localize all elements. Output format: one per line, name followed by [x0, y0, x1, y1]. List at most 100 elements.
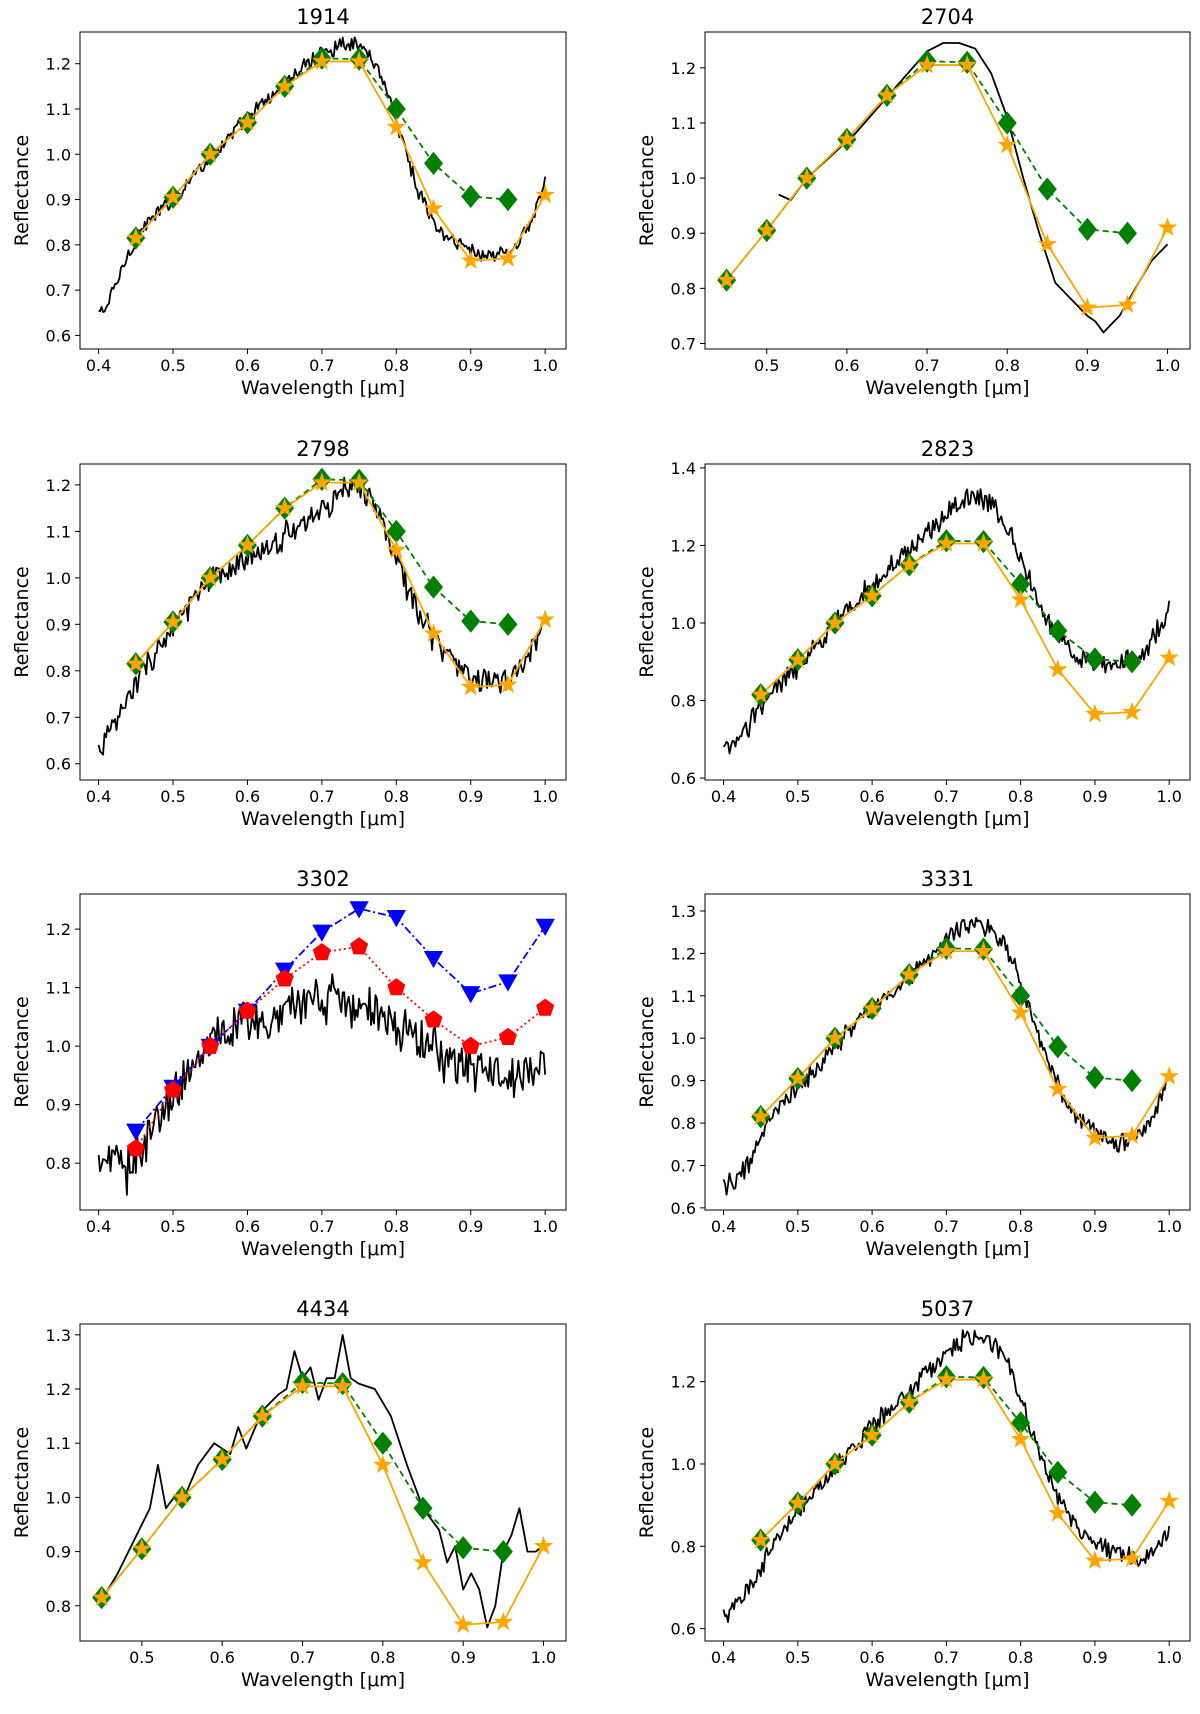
- model-orange-marker: [997, 134, 1017, 154]
- y-tick-label: 0.9: [671, 1072, 696, 1091]
- model-orange-marker: [373, 1454, 393, 1474]
- model-orange-marker: [172, 1487, 192, 1506]
- model-orange-line: [760, 1378, 1170, 1562]
- x-tick-label: 0.6: [235, 1217, 260, 1236]
- model-orange-marker: [750, 684, 771, 703]
- model-orange-marker: [1077, 297, 1098, 316]
- y-tick-label: 0.8: [46, 1154, 71, 1173]
- y-tick-label: 1.2: [46, 920, 71, 939]
- x-tick-label: 0.7: [309, 356, 334, 375]
- y-tick-label: 0.8: [46, 236, 71, 255]
- x-tick-label: 0.4: [86, 356, 111, 375]
- y-tick-label: 1.3: [671, 902, 696, 921]
- x-tick-label: 0.8: [384, 356, 409, 375]
- y-axis-label: Reflectance: [636, 996, 658, 1107]
- model-blue-marker: [498, 974, 518, 992]
- model-orange-marker: [212, 1449, 232, 1468]
- plot-area: [98, 36, 547, 313]
- x-tick-label: 0.4: [86, 787, 111, 806]
- model-green-marker: [1048, 619, 1068, 643]
- y-axis-label: Reflectance: [11, 566, 33, 677]
- model-orange-marker: [862, 998, 882, 1017]
- panel-title: 1914: [296, 5, 349, 29]
- model-orange-marker: [386, 539, 407, 559]
- model-green-marker: [373, 1431, 393, 1455]
- model-orange-line: [135, 481, 546, 688]
- model-orange-marker: [973, 941, 994, 960]
- model-green-marker: [1048, 1460, 1068, 1484]
- y-tick-label: 0.8: [671, 1114, 696, 1133]
- x-tick-label: 0.9: [1082, 1217, 1107, 1236]
- model-orange-marker: [533, 1535, 554, 1555]
- model-orange-marker: [862, 1424, 882, 1444]
- model-orange-marker: [163, 187, 183, 206]
- y-tick-label: 0.6: [671, 1199, 696, 1218]
- y-tick-label: 0.9: [46, 191, 71, 210]
- model-orange-marker: [936, 941, 957, 960]
- model-orange-marker: [1122, 701, 1142, 721]
- y-tick-label: 0.8: [46, 1597, 71, 1616]
- x-tick-label: 0.8: [994, 356, 1019, 375]
- y-tick-label: 1.0: [46, 1037, 71, 1056]
- x-tick-label: 1.0: [532, 356, 557, 375]
- model-orange-marker: [750, 1529, 771, 1549]
- model-orange-marker: [1037, 234, 1058, 253]
- model-red-marker: [350, 937, 369, 955]
- x-tick-label: 0.4: [711, 1648, 736, 1667]
- model-orange-marker: [423, 623, 444, 642]
- x-tick-label: 0.6: [859, 1648, 884, 1667]
- panel-title: 2704: [921, 5, 974, 29]
- y-tick-label: 1.1: [46, 979, 71, 998]
- panel-1914: 1914 0.4 0.5 0.6 0.7 0.8 0.9 1.0 0.6 0.7 0.8 0.9 1.0…: [11, 5, 567, 399]
- x-tick-label: 0.9: [450, 1648, 475, 1667]
- model-red-marker: [387, 978, 406, 996]
- x-tick-label: 1.0: [532, 1217, 557, 1236]
- model-red-marker: [238, 1001, 257, 1019]
- y-tick-label: 1.0: [46, 145, 71, 164]
- model-red-marker: [126, 1139, 145, 1157]
- model-orange-marker: [797, 167, 817, 187]
- y-tick-label: 0.9: [46, 1543, 71, 1562]
- model-green-marker: [498, 612, 518, 636]
- model-blue-line: [135, 907, 546, 1132]
- model-orange-marker: [386, 116, 407, 136]
- model-orange-marker: [788, 649, 808, 669]
- plot-area: [725, 42, 1169, 334]
- x-tick-label: 0.9: [1075, 356, 1100, 375]
- model-orange-marker: [825, 1027, 845, 1047]
- model-orange-marker: [413, 1552, 433, 1571]
- model-red-marker: [536, 998, 555, 1016]
- axes-frame: [79, 1323, 567, 1642]
- x-tick-label: 1.0: [532, 787, 557, 806]
- model-orange-marker: [200, 567, 220, 587]
- y-tick-label: 0.8: [671, 279, 696, 298]
- model-orange-marker: [237, 535, 258, 554]
- y-tick-label: 0.6: [671, 1620, 696, 1639]
- model-green-marker: [1085, 1490, 1105, 1514]
- plot-area: [97, 476, 547, 756]
- axes-frame: [79, 893, 567, 1211]
- x-tick-label: 0.5: [160, 356, 185, 375]
- model-red-marker: [424, 1010, 443, 1028]
- model-blue-marker: [535, 918, 555, 937]
- model-green-marker: [1122, 1493, 1142, 1517]
- model-orange-marker: [1085, 703, 1105, 723]
- axes-frame: [704, 463, 1191, 781]
- y-axis-label: Reflectance: [636, 1427, 658, 1538]
- model-green-marker: [498, 187, 518, 212]
- spectrum-line: [778, 42, 1169, 334]
- x-tick-label: 0.6: [235, 356, 260, 375]
- y-tick-label: 1.1: [671, 987, 696, 1006]
- axes-frame: [704, 31, 1191, 350]
- model-green-marker: [1122, 1068, 1142, 1093]
- model-orange-marker: [535, 609, 555, 628]
- model-orange-marker: [498, 674, 518, 694]
- x-tick-label: 1.0: [1155, 356, 1180, 375]
- x-axis-label: Wavelength [μm]: [865, 1238, 1029, 1260]
- model-orange-marker: [349, 51, 369, 70]
- model-orange-marker: [332, 1376, 353, 1395]
- x-tick-label: 1.0: [1156, 787, 1181, 806]
- model-orange-marker: [825, 1453, 845, 1473]
- y-axis-label: Reflectance: [11, 996, 33, 1107]
- y-tick-label: 1.0: [671, 1455, 696, 1474]
